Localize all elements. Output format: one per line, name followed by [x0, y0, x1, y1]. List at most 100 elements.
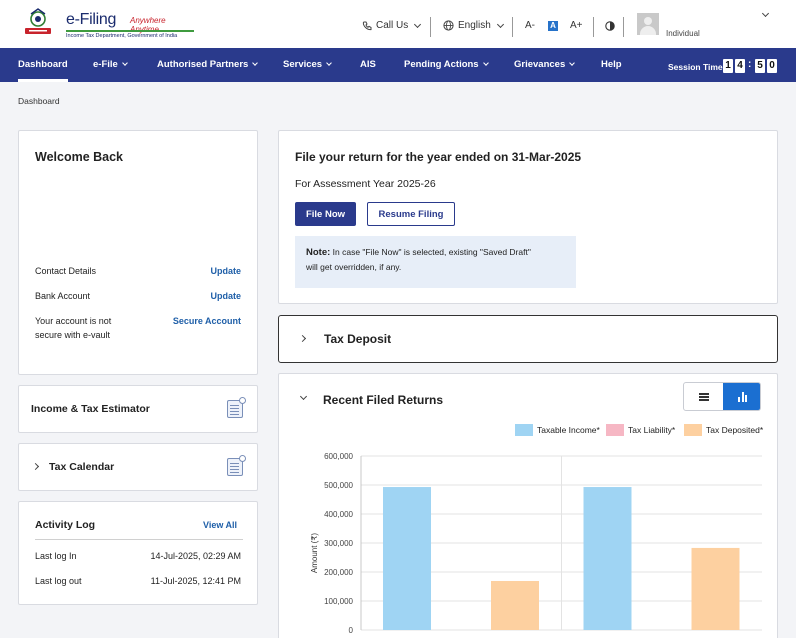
chevron-down-icon[interactable] [299, 392, 308, 401]
header-divider [430, 17, 431, 37]
nav-e-file[interactable]: e-File [93, 48, 128, 82]
legend-swatch [684, 423, 702, 436]
session-time-label: Session Time [668, 62, 723, 72]
top-header: e-Filing Anywhere Anytime Income Tax Dep… [0, 0, 796, 48]
last-login-value: 14-Jul-2025, 02:29 AM [150, 551, 241, 561]
logo-title: e-Filing [66, 11, 117, 28]
recent-returns-title: Recent Filed Returns [323, 393, 444, 407]
y-axis-label: Amount (₹) [310, 533, 319, 574]
main-navigation: Dashboard e-File Authorised Partners Ser… [0, 48, 796, 82]
activity-log-card: Activity Log View All Last log In 14-Jul… [18, 501, 258, 605]
chevron-down-icon [414, 20, 422, 28]
secure-status-line-2: secure with e-vault [35, 330, 111, 340]
resume-filing-button[interactable]: Resume Filing [367, 202, 455, 226]
y-tick-label: 300,000 [324, 539, 353, 548]
chevron-down-icon [326, 60, 332, 66]
language-dropdown[interactable]: English [443, 20, 504, 31]
nav-help[interactable]: Help [601, 59, 622, 70]
language-label: English [458, 20, 491, 31]
nav-dashboard[interactable]: Dashboard [18, 48, 68, 82]
call-us-label: Call Us [376, 20, 409, 31]
chevron-right-icon [31, 462, 40, 471]
contrast-icon[interactable] [605, 21, 615, 31]
recent-returns-chart: 0 100,000 200,000 300,000 400,000 500,000 600,… [310, 452, 762, 635]
update-bank-link[interactable]: Update [210, 291, 241, 301]
view-all-link[interactable]: View All [202, 520, 237, 530]
font-decrease-button[interactable]: A- [525, 20, 535, 31]
breadcrumb[interactable]: Dashboard [18, 96, 60, 106]
file-now-button[interactable]: File Now [295, 202, 356, 226]
efiling-logo[interactable]: e-Filing Anywhere Anytime Income Tax Dep… [20, 8, 194, 40]
welcome-card: Welcome Back Contact Details Update Bank… [18, 130, 258, 375]
legend-swatch [606, 423, 624, 436]
bank-account-label: Bank Account [35, 291, 91, 301]
tax-calendar-card[interactable]: Tax Calendar [18, 443, 258, 491]
tax-calendar-label: Tax Calendar [49, 461, 115, 473]
note-text-2: will get overridden, if any. [306, 262, 402, 272]
legend-swatch [515, 423, 533, 436]
view-toggle [683, 382, 761, 411]
assessment-year: For Assessment Year 2025-26 [295, 178, 436, 190]
header-divider [512, 17, 513, 37]
legend-label: Tax Liability* [628, 424, 676, 435]
bar-tax-deposited [691, 547, 740, 630]
file-return-card: File your return for the year ended on 3… [278, 130, 778, 304]
bar-tax-deposited [491, 580, 539, 630]
chevron-down-icon [121, 60, 128, 66]
tax-deposit-accordion[interactable]: Tax Deposit [278, 315, 778, 363]
logo-underline [66, 30, 194, 32]
contact-details-label: Contact Details [35, 266, 97, 276]
nav-services[interactable]: Services [283, 48, 332, 82]
legend-label: Taxable Income* [537, 424, 600, 435]
user-menu-chevron-icon[interactable] [761, 9, 770, 18]
logo-tagline: Anywhere Anytime [130, 16, 166, 34]
last-logout-value: 11-Jul-2025, 12:41 PM [150, 576, 241, 586]
user-avatar[interactable] [637, 13, 659, 35]
bar-taxable-income [583, 487, 632, 630]
update-contact-link[interactable]: Update [210, 266, 241, 276]
last-login-label: Last log In [35, 551, 77, 561]
file-return-heading: File your return for the year ended on 3… [295, 150, 582, 164]
tax-deposit-label: Tax Deposit [324, 332, 392, 346]
secure-account-link[interactable]: Secure Account [172, 316, 241, 326]
globe-icon [443, 20, 454, 31]
secure-status-line-1: Your account is not [35, 316, 112, 326]
nav-ais[interactable]: AIS [360, 59, 376, 70]
activity-divider [35, 539, 243, 540]
chevron-down-icon [252, 60, 259, 66]
header-divider [623, 17, 624, 37]
bar-taxable-income [383, 487, 431, 630]
chart-view-button[interactable] [723, 383, 760, 410]
list-view-button[interactable] [684, 383, 723, 410]
national-emblem-icon [25, 8, 51, 34]
font-default-button[interactable]: A [548, 21, 558, 31]
last-logout-label: Last log out [35, 576, 82, 586]
font-increase-button[interactable]: A+ [570, 20, 583, 31]
chevron-down-icon [569, 60, 576, 66]
calculator-icon [227, 397, 246, 418]
nav-pending-actions[interactable]: Pending Actions [404, 48, 489, 82]
nav-grievances[interactable]: Grievances [514, 48, 576, 82]
call-us-dropdown[interactable]: Call Us [362, 20, 422, 31]
chevron-down-icon [496, 20, 504, 28]
y-tick-label: 0 [349, 626, 354, 635]
chevron-right-icon [298, 334, 307, 343]
estimator-label: Income & Tax Estimator [31, 403, 150, 415]
session-digit: 0 [767, 59, 777, 73]
y-tick-label: 400,000 [324, 510, 353, 519]
user-role: Individual [666, 29, 700, 38]
legend-item-tax-liability[interactable]: Tax Liability* [606, 423, 675, 436]
note-label: Note: [306, 247, 331, 258]
income-tax-estimator-card[interactable]: Income & Tax Estimator [18, 385, 258, 433]
note-text-1: In case "File Now" is selected, existing… [330, 247, 531, 257]
y-tick-label: 200,000 [324, 568, 353, 577]
legend-item-taxable-income[interactable]: Taxable Income* [515, 423, 600, 436]
legend-item-tax-deposited[interactable]: Tax Deposited* [684, 423, 763, 436]
legend-label: Tax Deposited* [706, 424, 764, 435]
nav-authorised-partners[interactable]: Authorised Partners [157, 48, 259, 82]
welcome-title: Welcome Back [35, 150, 124, 164]
recent-filed-returns-card: Recent Filed Returns Taxable Income* Tax… [278, 373, 778, 638]
session-digit: 4 [735, 59, 745, 73]
y-tick-label: 100,000 [324, 597, 353, 606]
calendar-icon [227, 455, 246, 476]
